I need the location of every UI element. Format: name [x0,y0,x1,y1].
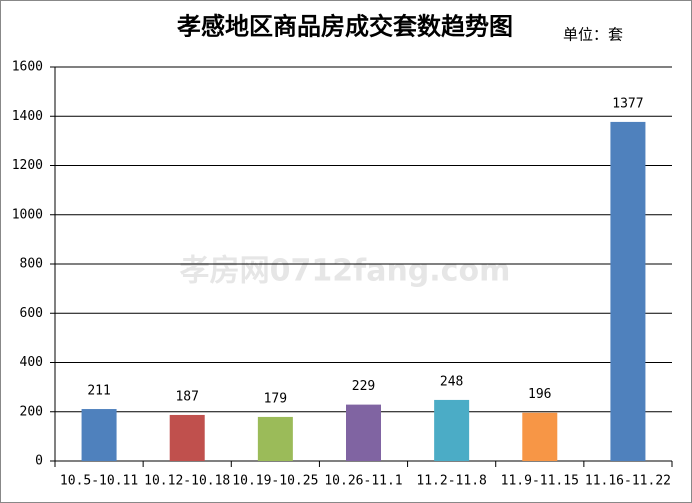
bar [522,412,558,461]
y-tick-label: 0 [35,454,43,469]
x-tick-label: 11.9-11.15 [501,474,579,489]
data-label: 196 [528,387,551,402]
data-label: 187 [175,389,198,404]
bar [81,409,117,461]
y-tick-label: 200 [20,404,43,419]
watermark: 孝房网0712fang.com [180,254,511,289]
unit-label: 单位：套 [563,26,623,44]
x-tick-label: 10.5-10.11 [60,474,138,489]
y-tick-label: 1600 [12,60,43,75]
x-tick-label: 11.16-11.22 [585,474,671,489]
x-tick-label: 11.2-11.8 [416,474,486,489]
bar [257,416,293,461]
y-tick-label: 800 [20,257,43,272]
x-tick-label: 10.12-10.18 [144,474,230,489]
data-label: 248 [440,374,463,389]
chart-title: 孝感地区商品房成交套数趋势图 [177,12,513,41]
bar [169,414,205,461]
y-tick-label: 400 [20,355,43,370]
data-label: 211 [87,384,110,399]
y-tick-label: 600 [20,306,43,321]
y-tick-label: 1400 [12,109,43,124]
y-tick-label: 1000 [12,207,43,222]
bar [434,399,470,461]
y-tick-label: 1200 [12,158,43,173]
bar [346,404,381,461]
x-tick-label: 10.19-10.25 [232,474,318,489]
x-tick-label: 10.26-11.1 [324,474,402,489]
data-label: 229 [352,379,375,394]
bar [610,121,646,461]
data-label: 179 [264,391,287,406]
data-label: 1377 [612,96,643,111]
